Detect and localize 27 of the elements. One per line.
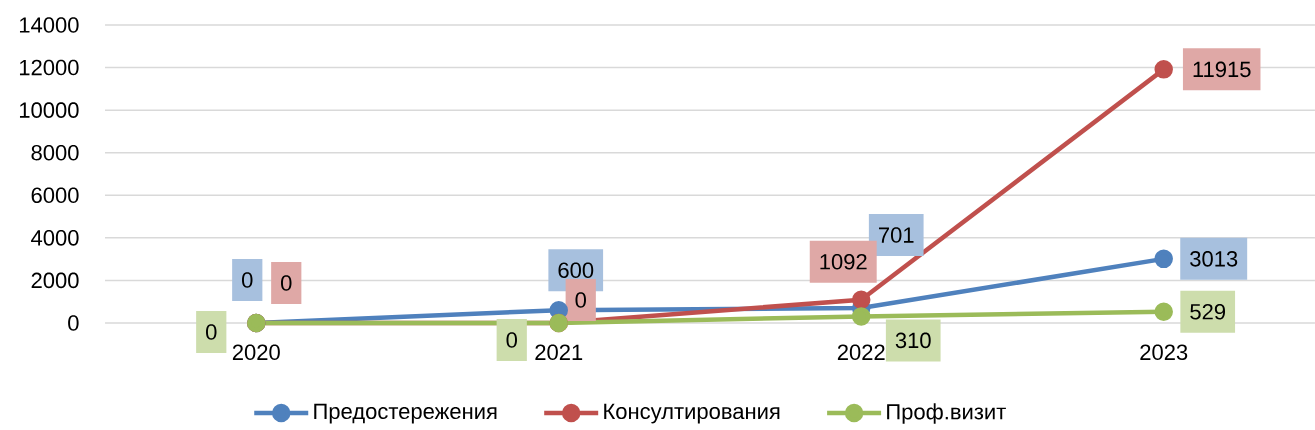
data-label: 529 bbox=[1190, 303, 1226, 320]
data-label: 701 bbox=[879, 227, 914, 243]
data-label: 0 bbox=[281, 275, 292, 291]
data-label: 11915 bbox=[1193, 61, 1251, 78]
data-label: 3013 bbox=[1190, 251, 1238, 267]
y-tick-label: 6000 bbox=[31, 187, 79, 204]
y-tick-label: 2000 bbox=[31, 272, 79, 289]
data-label: 600 bbox=[558, 262, 594, 279]
y-tick-label: 8000 bbox=[31, 144, 79, 161]
x-tick-label: 2021 bbox=[535, 344, 583, 361]
y-tick-label: 0 bbox=[68, 315, 79, 331]
x-tick-label: 2020 bbox=[232, 344, 280, 361]
data-label: 0 bbox=[506, 332, 517, 348]
data-label: 0 bbox=[206, 324, 217, 340]
data-label: 0 bbox=[242, 272, 253, 288]
legend-label: Проф.визит bbox=[887, 403, 1006, 424]
y-tick-label: 12000 bbox=[19, 59, 79, 76]
y-tick-label: 10000 bbox=[19, 102, 79, 118]
data-label: 1092 bbox=[820, 253, 867, 270]
legend-label: Консултирования bbox=[604, 403, 780, 424]
x-tick-label: 2023 bbox=[1140, 344, 1188, 361]
legend-label: Предостережения bbox=[314, 403, 497, 424]
x-tick-label: 2022 bbox=[837, 344, 885, 361]
data-label: 0 bbox=[575, 292, 586, 308]
y-tick-label: 4000 bbox=[31, 230, 79, 246]
y-tick-label: 14000 bbox=[19, 17, 79, 33]
data-label: 310 bbox=[895, 332, 931, 349]
